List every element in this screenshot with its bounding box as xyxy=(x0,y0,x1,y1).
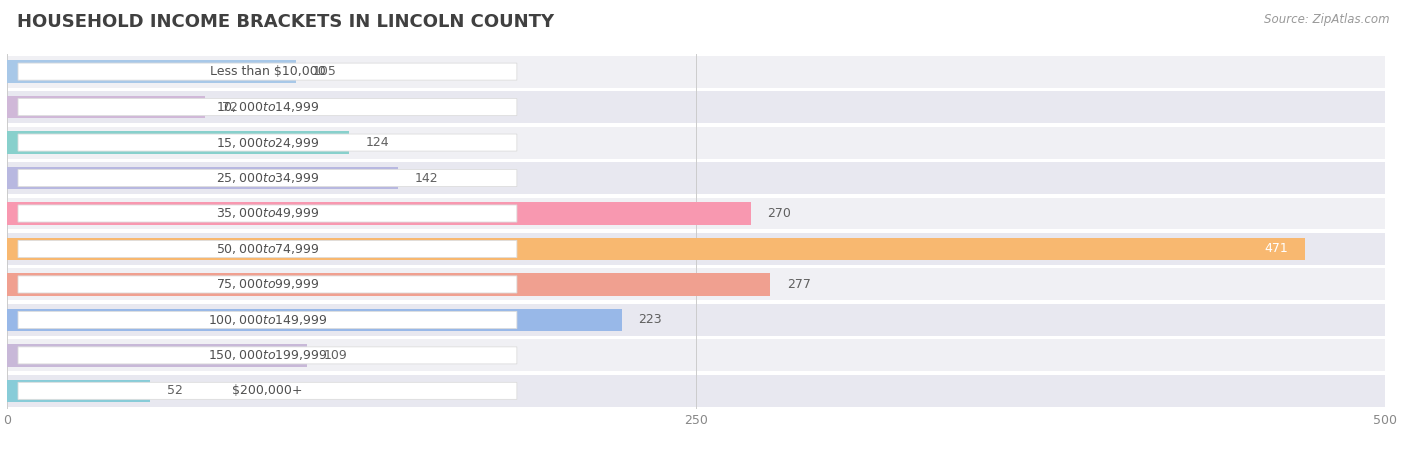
Bar xyxy=(7,91,1385,123)
Text: $150,000 to $199,999: $150,000 to $199,999 xyxy=(208,348,328,362)
Text: HOUSEHOLD INCOME BRACKETS IN LINCOLN COUNTY: HOUSEHOLD INCOME BRACKETS IN LINCOLN COU… xyxy=(17,13,554,31)
Text: 277: 277 xyxy=(787,278,811,291)
FancyBboxPatch shape xyxy=(18,276,517,293)
FancyBboxPatch shape xyxy=(18,134,517,151)
Text: 124: 124 xyxy=(366,136,389,149)
Bar xyxy=(7,344,308,367)
Bar xyxy=(7,273,770,296)
FancyBboxPatch shape xyxy=(18,347,517,364)
FancyBboxPatch shape xyxy=(18,205,517,222)
Bar xyxy=(7,233,1385,265)
Bar xyxy=(7,339,1385,371)
Text: $100,000 to $149,999: $100,000 to $149,999 xyxy=(208,313,328,327)
Text: $15,000 to $24,999: $15,000 to $24,999 xyxy=(215,136,319,150)
FancyBboxPatch shape xyxy=(18,99,517,115)
Bar xyxy=(7,127,1385,158)
Text: $35,000 to $49,999: $35,000 to $49,999 xyxy=(215,207,319,220)
Text: 52: 52 xyxy=(167,384,183,397)
Text: $50,000 to $74,999: $50,000 to $74,999 xyxy=(215,242,319,256)
Bar xyxy=(7,198,1385,229)
Bar xyxy=(7,238,1305,260)
FancyBboxPatch shape xyxy=(18,63,517,80)
Bar xyxy=(7,60,297,83)
Text: 471: 471 xyxy=(1265,242,1288,255)
Text: $10,000 to $14,999: $10,000 to $14,999 xyxy=(215,100,319,114)
FancyBboxPatch shape xyxy=(18,383,517,399)
Text: Source: ZipAtlas.com: Source: ZipAtlas.com xyxy=(1264,13,1389,26)
Bar xyxy=(7,304,1385,336)
FancyBboxPatch shape xyxy=(18,170,517,186)
Text: 105: 105 xyxy=(314,65,337,78)
Text: 270: 270 xyxy=(768,207,792,220)
Text: Less than $10,000: Less than $10,000 xyxy=(209,65,325,78)
FancyBboxPatch shape xyxy=(18,312,517,328)
Bar xyxy=(7,202,751,225)
Text: 142: 142 xyxy=(415,172,439,185)
Text: 72: 72 xyxy=(222,101,238,114)
Text: 109: 109 xyxy=(323,349,347,362)
Text: $75,000 to $99,999: $75,000 to $99,999 xyxy=(215,277,319,291)
Bar xyxy=(7,308,621,331)
Bar xyxy=(7,379,150,402)
Bar xyxy=(7,269,1385,300)
Text: 223: 223 xyxy=(638,313,662,326)
Bar xyxy=(7,375,1385,407)
Text: $200,000+: $200,000+ xyxy=(232,384,302,397)
Bar xyxy=(7,131,349,154)
Bar xyxy=(7,56,1385,88)
Bar xyxy=(7,167,398,189)
Text: $25,000 to $34,999: $25,000 to $34,999 xyxy=(215,171,319,185)
Bar xyxy=(7,96,205,119)
Bar xyxy=(7,162,1385,194)
FancyBboxPatch shape xyxy=(18,241,517,257)
